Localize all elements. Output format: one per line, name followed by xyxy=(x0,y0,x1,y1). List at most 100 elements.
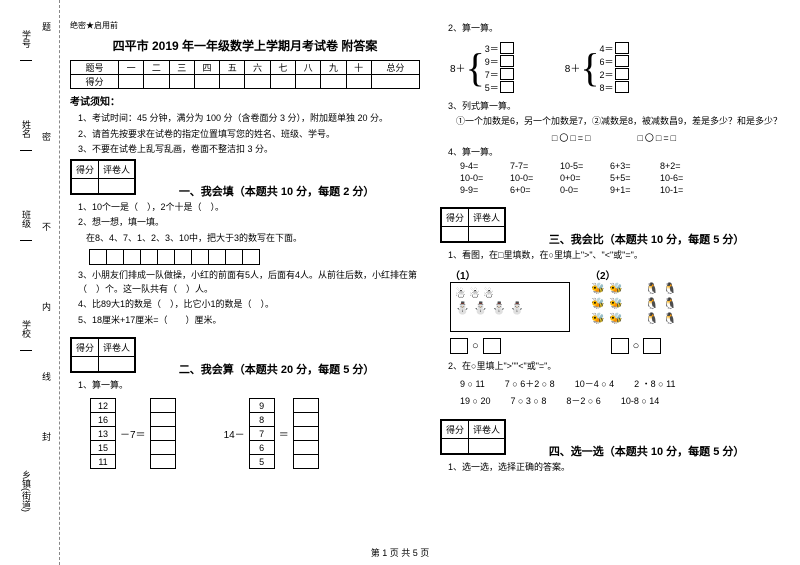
grader-box: 得分评卷人 xyxy=(440,419,506,455)
calc-cell: 9 xyxy=(249,398,275,413)
calc-cell: 6 xyxy=(249,440,275,455)
sidebar-mark: 题 xyxy=(42,20,51,33)
sidebar-label-xuexiao: 学校 xyxy=(20,320,33,338)
box-expression-row: □〇□=□ □〇□=□ xyxy=(440,131,790,144)
pic-item xyxy=(626,297,642,310)
sidebar-underline xyxy=(20,150,32,151)
calc-cell xyxy=(293,426,319,441)
eq-item: 7-7= xyxy=(510,161,560,171)
sidebar-mark: 线 xyxy=(42,370,51,383)
calc-cell: 12 xyxy=(90,398,116,413)
pic-item: 🐧 xyxy=(662,282,678,295)
table-header: 总分 xyxy=(371,61,419,75)
table-header: 一 xyxy=(119,61,144,75)
bracket-items: 4＝ 6＝ 2＝ 8＝ xyxy=(600,42,630,94)
pic-item: 🐝 xyxy=(608,282,624,295)
page-footer: 第 1 页 共 5 页 xyxy=(0,546,800,559)
grid-cell xyxy=(140,249,158,265)
eq-item: 9+1= xyxy=(610,185,660,195)
calc-cell: 5 xyxy=(249,454,275,469)
sidebar-mark: 不 xyxy=(42,220,51,233)
q2-2: 2、算一算。 xyxy=(448,22,790,36)
sidebar-label-banji: 班级 xyxy=(20,210,33,228)
table-header: 三 xyxy=(169,61,194,75)
grid-cell xyxy=(174,249,192,265)
calc-cell xyxy=(293,440,319,455)
calc-cell: 8 xyxy=(249,412,275,427)
pic-label-2: （2） xyxy=(590,267,678,282)
calc-cell xyxy=(293,412,319,427)
q3-2: 2、在○里填上">""<"或"="。 xyxy=(448,360,790,374)
grader-label: 得分 xyxy=(442,421,469,439)
calc-op: 14－ xyxy=(224,426,245,441)
answer-boxes-row: ○ ○ xyxy=(450,338,790,354)
calc-cell: 15 xyxy=(90,440,116,455)
pic-item: 🐧 xyxy=(644,297,660,310)
binding-sidebar: 学号 姓名 班级 学校 乡镇(街道) 题 密 不 内 线 封 xyxy=(0,0,60,565)
q4-1: 1、选一选，选择正确的答案。 xyxy=(448,461,790,475)
answer-box xyxy=(615,42,629,54)
table-cell xyxy=(321,75,346,89)
grader-cell xyxy=(99,178,135,193)
calc-column-b-ans xyxy=(293,399,319,469)
pic-item: 🐝 xyxy=(608,297,624,310)
pic-item: 🐝 xyxy=(590,282,606,295)
answer-box xyxy=(643,338,661,354)
grid-cell xyxy=(157,249,175,265)
eq-item: 0+0= xyxy=(560,173,610,183)
pic-item xyxy=(626,312,642,325)
bracket-right: 8＋ { 4＝ 6＝ 2＝ 8＝ xyxy=(565,42,630,94)
pic-item xyxy=(626,282,642,295)
left-column: 绝密★启用前 四平市 2019 年一年级数学上学期月考试卷 附答案 题号 一 二… xyxy=(70,20,420,477)
table-cell xyxy=(245,75,270,89)
grader-cell xyxy=(442,439,469,454)
table-header: 七 xyxy=(270,61,295,75)
compare-item: 19 ○ 20 xyxy=(460,396,490,406)
eq-row: 10-0=10-0=0+0=5+5=10-6= xyxy=(460,173,790,183)
calc-cell xyxy=(293,454,319,469)
table-header: 五 xyxy=(220,61,245,75)
bracket-items: 3＝ 9＝ 7＝ 5＝ xyxy=(485,42,515,94)
calc-cell: 13 xyxy=(90,426,116,441)
table-cell xyxy=(169,75,194,89)
section-1-title: 一、我会填（本题共 10 分，每题 2 分） xyxy=(179,183,375,199)
compare-item: 9 ○ 11 xyxy=(460,379,485,389)
sidebar-label-xingming: 姓名 xyxy=(20,120,33,138)
brace-icon: { xyxy=(466,48,485,88)
answer-box xyxy=(483,338,501,354)
bracket-prefix: 8＋ xyxy=(565,60,581,75)
pic-item: 🐝 xyxy=(590,312,606,325)
box-expr: □〇□=□ xyxy=(552,133,593,143)
q1-4: 4、比89大1的数是（ ），比它小1的数是（ ）。 xyxy=(78,298,420,312)
table-cell xyxy=(194,75,219,89)
exam-title: 四平市 2019 年一年级数学上学期月考试卷 附答案 xyxy=(70,37,420,54)
calc-cell: 16 xyxy=(90,412,116,427)
bracket-item: 9＝ xyxy=(485,55,499,68)
score-summary-table: 题号 一 二 三 四 五 六 七 八 九 十 总分 得分 xyxy=(70,60,420,89)
sidebar-mark: 内 xyxy=(42,300,51,313)
bracket-item: 6＝ xyxy=(600,55,614,68)
q1-3: 3、小朋友们排成一队做操，小红的前面有5人，后面有4人。从前往后数，小红排在第（… xyxy=(78,269,420,296)
confidential-mark: 绝密★启用前 xyxy=(70,20,420,31)
answer-box xyxy=(500,68,514,80)
answer-box xyxy=(500,81,514,93)
grader-label: 评卷人 xyxy=(469,209,505,227)
grader-label: 评卷人 xyxy=(469,421,505,439)
grader-cell xyxy=(469,227,505,242)
box-expr: □〇□=□ xyxy=(638,133,679,143)
pic-item: 🐧 xyxy=(644,282,660,295)
right-column: 2、算一算。 8＋ { 3＝ 9＝ 7＝ 5＝ 8＋ { 4＝ 6＝ 2＝ xyxy=(440,20,790,477)
grader-label: 得分 xyxy=(72,160,99,178)
pic-item: 🐝 xyxy=(608,312,624,325)
eq-row: 9-4=7-7=10-5=6+3=8+2= xyxy=(460,161,790,171)
brace-icon: { xyxy=(580,48,599,88)
eq-item: 6+0= xyxy=(510,185,560,195)
eq-item: 9-9= xyxy=(460,185,510,195)
bracket-item: 5＝ xyxy=(485,81,499,94)
calc-eq: ＝ xyxy=(279,426,289,441)
q1-5: 5、18厘米+17厘米=（ ）厘米。 xyxy=(78,314,420,328)
calc-cell xyxy=(150,398,176,413)
compare-row: 19 ○ 207 ○ 3 ○ 88－2 ○ 610-8 ○ 14 xyxy=(460,394,790,407)
picture-grid-2: 🐝🐝🐧🐧 🐝🐝🐧🐧 🐝🐝🐧🐧 xyxy=(590,282,678,325)
compare-item: 2 ・8 ○ 11 xyxy=(634,377,675,390)
